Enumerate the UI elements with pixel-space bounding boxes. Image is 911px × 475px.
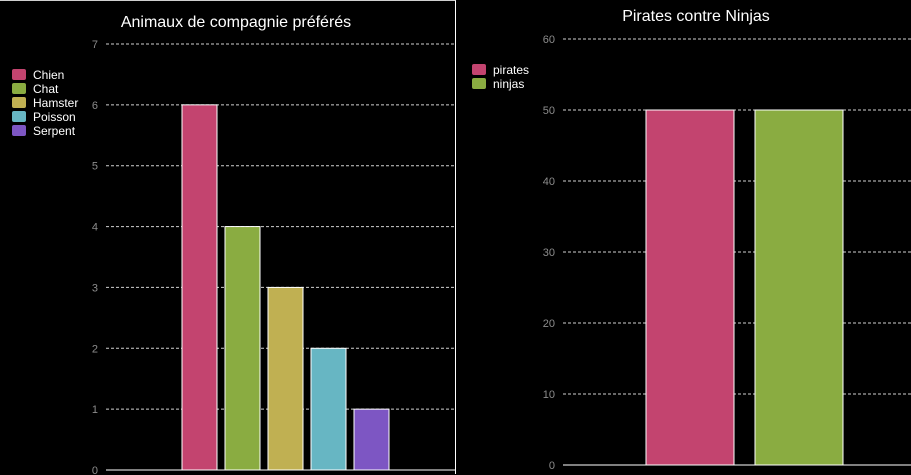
y-tick-label: 2 <box>92 343 98 355</box>
y-tick-label: 60 <box>543 34 555 46</box>
chart-title: Animaux de compagnie préférés <box>121 14 351 31</box>
y-tick-label: 6 <box>92 100 98 112</box>
y-tick-label: 30 <box>543 247 555 259</box>
legend-label[interactable]: ninjas <box>493 77 524 91</box>
legend-swatch[interactable] <box>12 125 26 136</box>
legend-label[interactable]: Serpent <box>33 124 76 138</box>
pets-chart: Animaux de compagnie préférés 0 1 2 3 4 5 6 7 C… <box>12 14 456 475</box>
y-tick-label: 10 <box>543 389 555 401</box>
bar-poisson[interactable] <box>310 347 347 471</box>
pirates-ninjas-chart-panel: Pirates contre Ninjas 0 10 20 30 40 50 60 pira… <box>458 0 911 474</box>
y-tick-label: 50 <box>543 105 555 117</box>
legend-label[interactable]: Hamster <box>33 96 78 110</box>
legend-swatch[interactable] <box>12 97 26 108</box>
y-tick-label: 7 <box>92 39 98 51</box>
pirates-ninjas-chart: Pirates contre Ninjas 0 10 20 30 40 50 60 pira… <box>472 8 911 472</box>
bar-chat[interactable] <box>224 226 261 471</box>
legend-swatch[interactable] <box>12 69 26 80</box>
legend-label[interactable]: Poisson <box>33 110 76 124</box>
legend-swatch[interactable] <box>12 111 26 122</box>
y-tick-label: 1 <box>92 404 98 416</box>
legend-swatch[interactable] <box>472 64 486 75</box>
chart-title: Pirates contre Ninjas <box>622 8 770 25</box>
y-tick-label: 40 <box>543 176 555 188</box>
y-tick-label: 4 <box>92 222 98 234</box>
y-tick-label: 20 <box>543 318 555 330</box>
pets-chart-panel: Animaux de compagnie préférés 0 1 2 3 4 5 6 7 C… <box>0 0 456 475</box>
legend-swatch[interactable] <box>12 83 26 94</box>
y-tick-label: 3 <box>92 282 98 294</box>
bar-serpent[interactable] <box>353 408 390 471</box>
y-tick-label: 5 <box>92 161 98 173</box>
legend-swatch[interactable] <box>472 78 486 89</box>
bar-chien[interactable] <box>181 104 218 471</box>
bar-hamster[interactable] <box>267 286 304 471</box>
legend-label[interactable]: pirates <box>493 63 529 77</box>
legend-label[interactable]: Chat <box>33 82 59 96</box>
bar-pirates[interactable] <box>645 109 735 466</box>
legend-label[interactable]: Chien <box>33 68 64 82</box>
y-tick-label: 0 <box>92 465 98 475</box>
bar-ninjas[interactable] <box>754 109 844 466</box>
y-tick-label: 0 <box>549 460 555 472</box>
